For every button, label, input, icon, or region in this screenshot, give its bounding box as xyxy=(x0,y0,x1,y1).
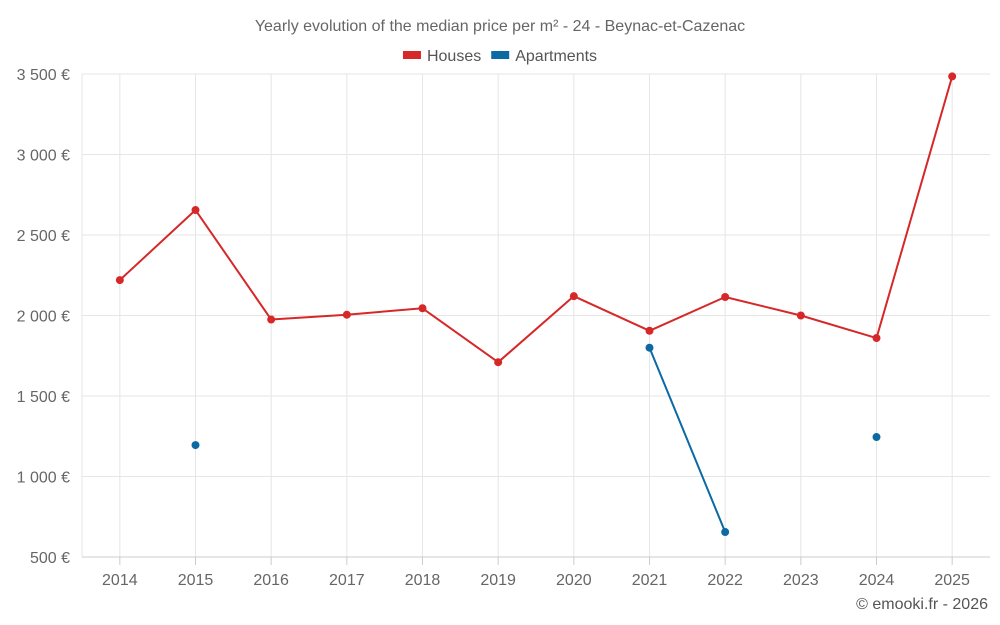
x-tick-label: 2019 xyxy=(480,572,516,589)
y-tick-label: 2 500 € xyxy=(17,228,70,245)
x-tick-label: 2016 xyxy=(253,572,289,589)
data-point-houses[interactable] xyxy=(569,292,578,301)
grid xyxy=(81,73,990,557)
data-point-apartments[interactable] xyxy=(191,441,200,450)
data-point-houses[interactable] xyxy=(645,326,654,335)
x-tick-label: 2024 xyxy=(859,572,895,589)
y-tick-label: 2 000 € xyxy=(17,309,70,326)
series-houses xyxy=(115,72,957,367)
x-tick-label: 2018 xyxy=(405,572,441,589)
series-apartments xyxy=(191,343,881,537)
data-point-apartments[interactable] xyxy=(872,433,881,442)
y-tick-label: 1 000 € xyxy=(17,470,70,487)
series-layer xyxy=(115,72,957,537)
data-point-apartments[interactable] xyxy=(645,343,654,352)
y-tick-label: 500 € xyxy=(30,550,70,567)
legend-item-houses[interactable]: Houses xyxy=(402,48,481,65)
legend-swatch-houses xyxy=(402,51,421,59)
data-point-houses[interactable] xyxy=(494,358,503,367)
x-tick-label: 2020 xyxy=(556,572,592,589)
chart-title: Yearly evolution of the median price per… xyxy=(255,18,745,35)
series-line-apartments xyxy=(648,347,727,533)
y-tick-label: 1 500 € xyxy=(17,389,70,406)
x-tick-label: 2023 xyxy=(783,572,819,589)
data-point-houses[interactable] xyxy=(948,72,957,81)
data-point-apartments[interactable] xyxy=(721,528,730,537)
x-tick-label: 2014 xyxy=(102,572,138,589)
legend[interactable]: Houses Apartments xyxy=(402,48,597,65)
legend-swatch-apartments xyxy=(491,51,510,59)
data-point-houses[interactable] xyxy=(721,292,730,301)
series-line-houses xyxy=(119,76,954,364)
legend-item-apartments[interactable]: Apartments xyxy=(491,48,597,65)
x-tick-label: 2022 xyxy=(707,572,743,589)
data-point-houses[interactable] xyxy=(191,206,200,215)
x-tick-label: 2021 xyxy=(632,572,668,589)
data-point-houses[interactable] xyxy=(796,311,805,320)
y-tick-label: 3 500 € xyxy=(17,67,70,84)
x-tick-label: 2015 xyxy=(178,572,214,589)
x-tick-label: 2017 xyxy=(329,572,365,589)
x-tick-label: 2025 xyxy=(934,572,970,589)
legend-label-apartments[interactable]: Apartments xyxy=(515,48,597,65)
credit-text: © emooki.fr - 2026 xyxy=(856,596,988,613)
legend-label-houses[interactable]: Houses xyxy=(427,48,481,65)
data-point-houses[interactable] xyxy=(267,315,276,324)
data-point-houses[interactable] xyxy=(342,310,351,319)
y-tick-label: 3 000 € xyxy=(17,148,70,165)
axes: 500 € 1 000 € 1 500 € 2 000 € 2 500 € 3 000 €… xyxy=(17,67,990,589)
data-point-houses[interactable] xyxy=(115,276,124,285)
data-point-houses[interactable] xyxy=(418,304,427,313)
data-point-houses[interactable] xyxy=(872,334,881,343)
